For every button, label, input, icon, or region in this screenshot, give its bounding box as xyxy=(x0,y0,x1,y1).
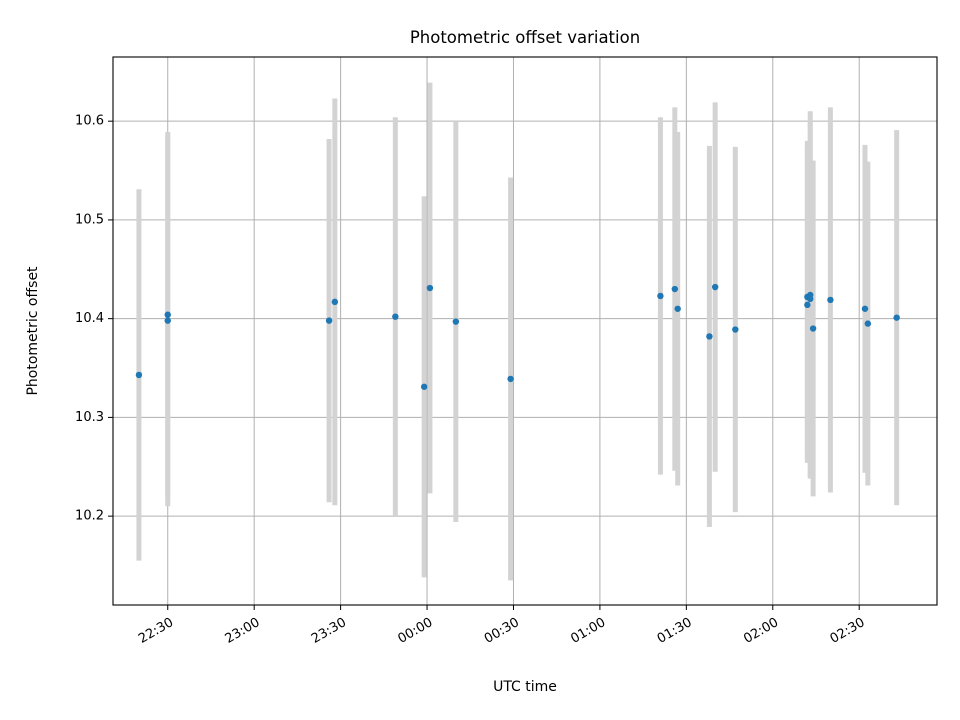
data-point xyxy=(861,305,869,312)
plot-background xyxy=(113,57,937,605)
plot-frame xyxy=(112,56,938,606)
y-tick-label: 10.6 xyxy=(75,114,104,129)
data-point xyxy=(420,383,428,390)
data-point xyxy=(426,284,434,292)
y-tick-label: 10.2 xyxy=(75,509,104,524)
data-point xyxy=(807,295,814,303)
data-points xyxy=(135,283,900,390)
data-point xyxy=(331,298,339,306)
data-point xyxy=(164,317,171,324)
data-point xyxy=(706,333,713,340)
y-tick-label: 10.5 xyxy=(75,212,104,227)
y-tick-label: 10.3 xyxy=(75,410,104,425)
data-point xyxy=(325,317,333,324)
data-point xyxy=(864,320,872,327)
y-axis-title: Photometric offset xyxy=(25,266,41,396)
x-axis-title: UTC time xyxy=(493,679,557,695)
data-point xyxy=(732,326,739,333)
data-point xyxy=(827,296,834,304)
data-point xyxy=(657,292,664,300)
data-point xyxy=(809,325,817,332)
data-point xyxy=(804,301,811,309)
data-point xyxy=(392,313,399,320)
chart-title: Photometric offset variation xyxy=(410,28,640,47)
y-tick-label: 10.4 xyxy=(75,311,104,326)
y-axis-ticks: 10.2 10.3 10.4 10.5 10.6 xyxy=(75,114,113,524)
data-point xyxy=(893,314,900,321)
data-point xyxy=(164,311,171,318)
data-point xyxy=(671,285,679,293)
data-point xyxy=(452,318,460,325)
grid-lines xyxy=(113,57,937,605)
data-point xyxy=(507,375,514,383)
data-point xyxy=(674,305,681,312)
data-point xyxy=(135,371,143,379)
data-point xyxy=(711,283,719,291)
